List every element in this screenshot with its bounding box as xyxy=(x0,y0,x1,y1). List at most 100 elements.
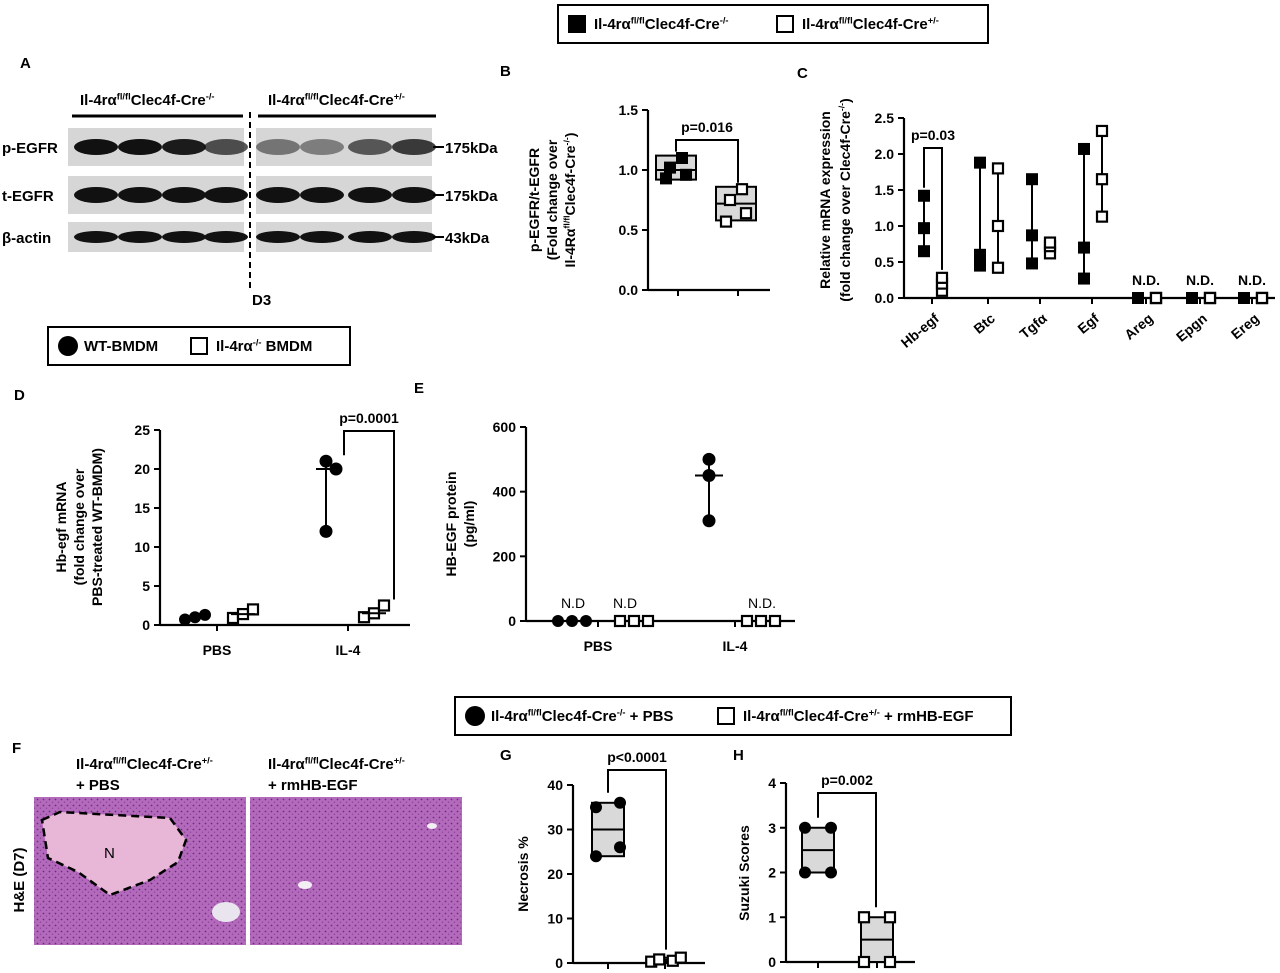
blot-row-label: p-EGFR xyxy=(2,140,58,157)
histology-necrosis-outline xyxy=(40,810,188,897)
panelG-p-value: p<0.0001 xyxy=(607,749,667,765)
panelE-point xyxy=(552,615,564,627)
panelB-y-label: Il-4Rαfl/flClec4f-Cre-/-) xyxy=(562,133,578,268)
panelC-category-label: Btc xyxy=(970,310,998,337)
panelC-point xyxy=(1095,210,1109,223)
panelD-y-tick-label: 25 xyxy=(134,422,150,438)
blot-band xyxy=(300,187,344,203)
legend-label: WT-BMDM xyxy=(84,338,158,355)
panelB-y-tick-label: 1.5 xyxy=(619,102,639,118)
panelC-point xyxy=(1026,173,1038,186)
blot-kda-label: 175kDa xyxy=(445,188,498,205)
blot-band xyxy=(392,139,436,155)
panelB-y-label: (Fold change over xyxy=(544,139,560,260)
panelC-y-tick-label: 2.0 xyxy=(875,146,895,162)
panel-letter-B: B xyxy=(500,63,511,80)
panelC-category-label: Tgfα xyxy=(1016,310,1050,342)
panelD-y-label: (fold change over xyxy=(71,468,87,585)
legend-filled-square-icon xyxy=(568,15,586,33)
panelE-point xyxy=(768,614,782,628)
blot-kda-label: 175kDa xyxy=(445,140,498,157)
panelC-y-tick-label: 0.5 xyxy=(875,254,895,270)
panelB-p-value: p=0.016 xyxy=(681,119,733,135)
panelC-nd-label: N.D. xyxy=(1186,272,1214,288)
panelB-point xyxy=(735,183,749,196)
panelE-nd-label: N.D xyxy=(613,595,637,611)
panelC-point xyxy=(1149,291,1163,305)
legend-open-square-icon xyxy=(776,15,794,33)
panelC-point xyxy=(1026,229,1038,242)
legend-top xyxy=(557,4,989,44)
blot-band xyxy=(74,231,118,243)
panelC-p-value: p=0.03 xyxy=(911,127,955,143)
panelD-y-tick-label: 0 xyxy=(142,617,150,633)
panelE-point xyxy=(702,469,716,482)
panelD-category-label: IL-4 xyxy=(336,642,361,658)
panelC-y-label: (fold change over Clec4f-Cre-/-) xyxy=(837,98,853,301)
panelH-point xyxy=(857,955,871,969)
panelC-point xyxy=(991,219,1005,233)
panelD-point xyxy=(246,603,260,616)
panelE-y-tick-label: 200 xyxy=(493,548,517,564)
blot-band xyxy=(118,187,162,203)
panelE-point xyxy=(566,615,578,627)
blot-band xyxy=(300,139,344,155)
panelB-sig-bracket xyxy=(675,139,739,183)
legend-open-square-icon xyxy=(717,707,735,725)
panelG-y-tick-label: 10 xyxy=(547,911,563,927)
blot-band xyxy=(118,231,162,243)
panelC-point xyxy=(1026,257,1038,270)
panelC-sig-bracket xyxy=(923,147,943,270)
panelC-y-tick-label: 0.0 xyxy=(875,290,895,306)
panelG-y-tick-label: 30 xyxy=(547,822,563,838)
panelC-category-label: Hb-egf xyxy=(898,310,942,351)
panelC-point xyxy=(1095,173,1109,186)
panelD-y-label: PBS-treated WT-BMDM) xyxy=(89,448,105,606)
histology-side-label: H&E (D7) xyxy=(11,847,28,912)
panelD-point xyxy=(329,462,343,476)
blot-band xyxy=(348,231,392,243)
panelD-sig-bracket xyxy=(343,430,395,600)
panelB-point xyxy=(664,161,676,174)
panelH-point xyxy=(825,821,837,834)
panelC-point xyxy=(991,162,1005,175)
panelC-category-label: Areg xyxy=(1121,310,1156,343)
panelD-y-tick-label: 20 xyxy=(134,461,150,477)
panelC-point xyxy=(918,222,930,235)
panelE-point xyxy=(754,614,768,628)
panel-letter-F: F xyxy=(12,740,21,757)
blot-group-left-label: Il-4rαfl/flClec4f-Cre-/- xyxy=(80,91,215,109)
blot-group-right-label: Il-4rαfl/flClec4f-Cre+/- xyxy=(268,91,405,109)
panelE-point xyxy=(740,614,754,628)
blot-band xyxy=(256,187,300,203)
blot-band xyxy=(348,187,392,203)
panelC-category-label: Egf xyxy=(1074,310,1102,337)
blot-band xyxy=(74,187,118,203)
histology-necrosis-mark: N xyxy=(104,845,115,862)
panelG-point xyxy=(614,796,626,809)
blot-band xyxy=(204,139,248,155)
panelC-point xyxy=(991,261,1005,274)
panelH-point xyxy=(883,911,897,924)
panelC-point xyxy=(918,245,930,258)
panelG-sig-bracket xyxy=(607,769,667,950)
panelC-y-tick-label: 1.5 xyxy=(875,182,895,198)
blot-band xyxy=(162,139,206,155)
panelB-point xyxy=(739,207,753,220)
blot-band xyxy=(162,231,206,243)
histology-necrotic-area xyxy=(42,812,186,895)
panel-letter-G: G xyxy=(500,747,512,764)
panelE-category-label: PBS xyxy=(584,638,613,654)
histology-left-title: + PBS xyxy=(76,777,120,794)
panelH-y-tick-label: 2 xyxy=(768,865,776,881)
panelE-y-tick-label: 0 xyxy=(508,613,516,629)
panelC-point xyxy=(1203,291,1217,305)
panelC-y-label: Relative mRNA expression xyxy=(817,111,833,289)
panelE-nd-label: N.D. xyxy=(748,595,776,611)
histology-vessel xyxy=(298,881,312,889)
panelB-point xyxy=(676,152,688,164)
panelE-nd-label: N.D xyxy=(561,595,585,611)
panelC-category-label: Epgn xyxy=(1173,310,1210,345)
panelD-category-label: PBS xyxy=(203,642,232,658)
